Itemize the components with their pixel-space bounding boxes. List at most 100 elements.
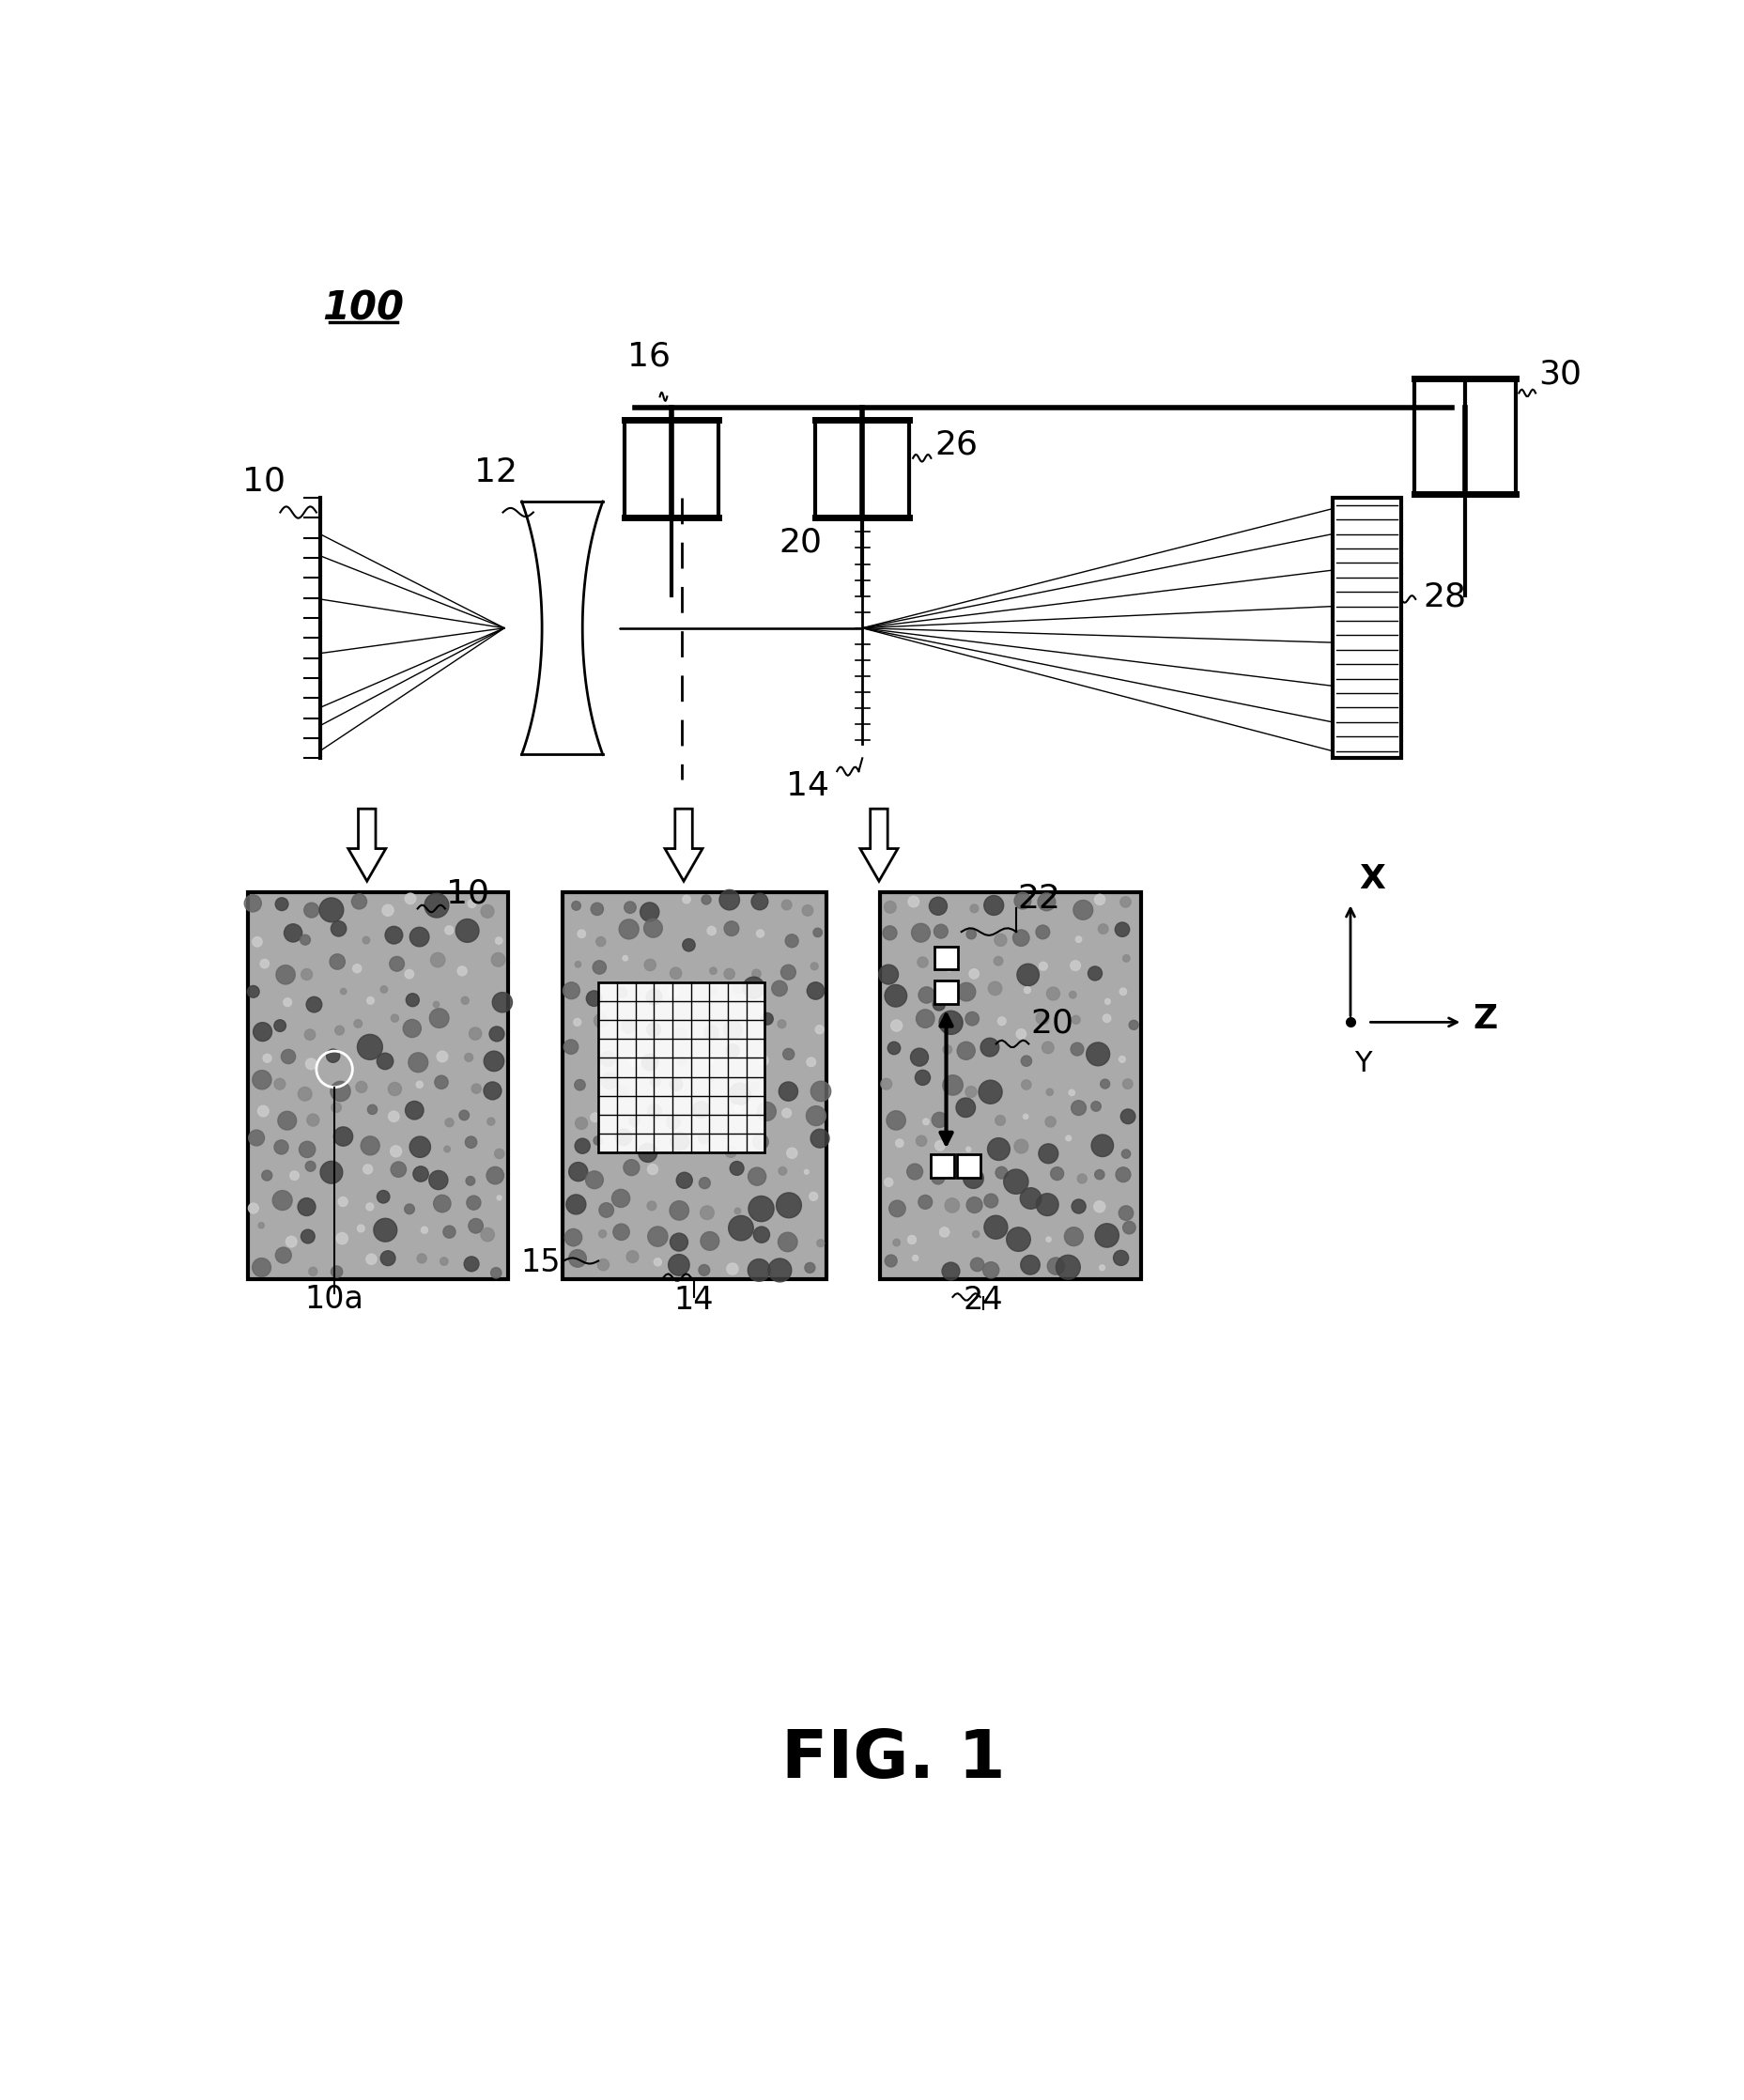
Circle shape (957, 983, 975, 1002)
Circle shape (1017, 1029, 1025, 1040)
Circle shape (919, 987, 935, 1004)
Text: 16: 16 (628, 340, 671, 374)
Circle shape (621, 1019, 635, 1033)
Circle shape (813, 928, 821, 937)
Circle shape (366, 1203, 373, 1210)
Circle shape (467, 1195, 481, 1210)
Circle shape (668, 1254, 689, 1275)
Circle shape (1078, 1174, 1087, 1182)
Circle shape (598, 1260, 609, 1270)
Circle shape (377, 1191, 389, 1203)
Bar (624, 420, 719, 517)
Circle shape (286, 1237, 296, 1247)
Circle shape (734, 1105, 741, 1113)
Circle shape (916, 1071, 930, 1086)
Circle shape (405, 892, 415, 905)
Circle shape (1106, 1000, 1111, 1004)
Circle shape (630, 1115, 640, 1126)
Circle shape (331, 1266, 342, 1277)
Circle shape (319, 899, 344, 922)
Circle shape (966, 1086, 977, 1098)
Circle shape (385, 926, 403, 943)
Circle shape (253, 1023, 272, 1042)
Circle shape (417, 1254, 427, 1262)
Circle shape (973, 1231, 980, 1237)
Circle shape (614, 1224, 630, 1241)
Circle shape (417, 1082, 422, 1088)
Text: 30: 30 (1538, 359, 1582, 391)
Circle shape (330, 953, 345, 970)
Circle shape (337, 1233, 347, 1243)
Circle shape (923, 1119, 930, 1126)
Circle shape (565, 1228, 582, 1245)
Circle shape (731, 1161, 745, 1176)
Circle shape (455, 920, 480, 943)
Circle shape (759, 1056, 769, 1065)
Text: 26: 26 (935, 428, 978, 462)
Circle shape (698, 1132, 710, 1145)
Circle shape (957, 1042, 975, 1060)
Bar (881, 892, 1141, 1279)
Circle shape (586, 991, 602, 1006)
Circle shape (335, 1025, 344, 1035)
Circle shape (1088, 966, 1102, 981)
Circle shape (931, 1172, 945, 1184)
Circle shape (469, 1218, 483, 1233)
Circle shape (710, 987, 717, 995)
Circle shape (647, 1163, 657, 1174)
Circle shape (626, 1252, 638, 1262)
Circle shape (678, 1056, 687, 1065)
Circle shape (445, 1147, 450, 1153)
Circle shape (889, 1201, 905, 1216)
Circle shape (912, 1256, 917, 1260)
Circle shape (358, 1035, 382, 1060)
Circle shape (701, 895, 712, 905)
Circle shape (354, 1021, 363, 1027)
Circle shape (984, 1216, 1008, 1239)
Circle shape (724, 968, 734, 979)
Circle shape (944, 1075, 963, 1096)
Circle shape (666, 1115, 680, 1130)
Circle shape (776, 1193, 802, 1218)
Circle shape (1123, 1222, 1135, 1235)
Circle shape (262, 1170, 272, 1180)
Circle shape (263, 1054, 272, 1063)
Circle shape (907, 1235, 916, 1243)
Circle shape (483, 1052, 504, 1071)
Circle shape (778, 1233, 797, 1252)
Circle shape (1121, 1149, 1130, 1159)
Polygon shape (349, 808, 385, 882)
Circle shape (424, 892, 448, 918)
Circle shape (1114, 922, 1130, 937)
Circle shape (253, 1258, 270, 1277)
Circle shape (405, 970, 413, 979)
Circle shape (677, 1172, 692, 1189)
Circle shape (724, 922, 739, 937)
Circle shape (760, 1012, 773, 1025)
Circle shape (1095, 1170, 1104, 1180)
Circle shape (909, 897, 919, 907)
Circle shape (732, 983, 745, 993)
Circle shape (433, 1002, 439, 1008)
Circle shape (942, 1262, 959, 1281)
Circle shape (816, 1025, 823, 1033)
Circle shape (380, 1252, 396, 1266)
Text: 14: 14 (673, 1285, 713, 1317)
Circle shape (998, 1016, 1006, 1025)
Circle shape (380, 985, 387, 993)
Circle shape (591, 1113, 600, 1121)
Bar (248, 892, 508, 1279)
Circle shape (1071, 1100, 1087, 1115)
Circle shape (616, 987, 628, 998)
Circle shape (944, 962, 954, 972)
Circle shape (647, 1226, 668, 1247)
Circle shape (490, 1268, 502, 1279)
Circle shape (647, 989, 663, 1006)
Circle shape (682, 895, 691, 903)
Circle shape (930, 897, 947, 916)
Circle shape (966, 1197, 982, 1214)
Circle shape (1013, 930, 1029, 947)
Circle shape (1113, 1250, 1128, 1266)
Circle shape (647, 1201, 656, 1210)
Circle shape (811, 1082, 830, 1100)
